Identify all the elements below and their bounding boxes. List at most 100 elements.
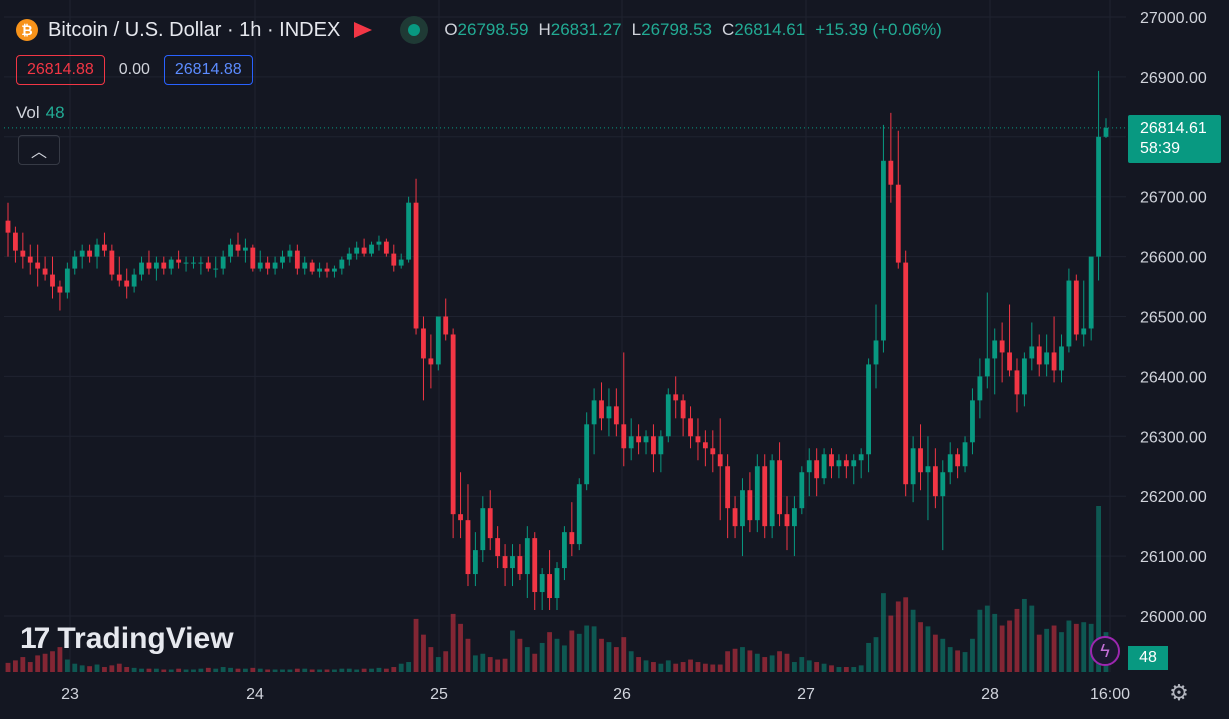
volume-bar <box>1066 620 1072 672</box>
volume-bar <box>168 669 174 672</box>
candle-body <box>242 247 248 251</box>
lightning-icon[interactable]: ϟ <box>1090 636 1120 666</box>
candle-body <box>710 448 716 455</box>
volume-bar <box>472 655 478 672</box>
candle-body <box>821 454 827 479</box>
volume-bar <box>332 669 337 672</box>
volume-bar <box>391 667 397 672</box>
candle-body <box>1021 358 1027 395</box>
candle-body <box>272 262 278 269</box>
candle-body <box>213 268 219 270</box>
volume-bar <box>361 668 367 672</box>
volume-bar <box>754 653 760 672</box>
chevron-up-icon: ︿ <box>30 144 47 161</box>
volume-bar <box>421 634 426 672</box>
volume-bar <box>866 642 872 672</box>
candle-body <box>1051 352 1057 371</box>
volume-bar <box>1014 608 1020 672</box>
candle-body <box>836 460 842 467</box>
candle-body <box>970 400 975 443</box>
candle-body <box>502 556 508 569</box>
volume-bar <box>532 653 538 672</box>
candle-body <box>1059 346 1064 371</box>
volume-bar <box>458 623 463 672</box>
candle-body <box>265 262 271 269</box>
candle-body <box>576 484 582 545</box>
market-status-icon[interactable] <box>400 16 429 44</box>
volume-bar <box>977 609 983 672</box>
bitcoin-icon: ₿ <box>16 19 38 41</box>
candle-body <box>702 442 708 449</box>
volume-bar <box>383 668 389 672</box>
candle-body <box>510 556 515 569</box>
volume-bar <box>35 655 41 672</box>
candle-body <box>599 400 604 419</box>
gear-icon[interactable]: ⚙ <box>1169 680 1189 705</box>
time-tick-label: 27 <box>797 686 815 703</box>
candle-body <box>1088 256 1094 329</box>
volume-bar <box>999 625 1005 672</box>
candle-body <box>332 268 337 272</box>
buy-button[interactable]: 26814.88 <box>163 55 253 85</box>
volume-bar <box>606 642 612 672</box>
volume-bar <box>50 651 55 672</box>
candle-body <box>369 244 374 254</box>
volume-bar <box>517 638 523 672</box>
candle-body <box>947 454 953 473</box>
candle-body <box>1007 352 1012 371</box>
volume-bar <box>13 660 18 672</box>
flag-icon[interactable] <box>354 22 373 38</box>
chart-grid <box>4 0 1126 672</box>
volume-legend[interactable]: Vol 48 <box>16 103 65 123</box>
volume-value: 48 <box>45 103 65 122</box>
candle-body <box>198 262 204 264</box>
volume-bar <box>1051 625 1057 672</box>
candle-body <box>977 376 983 401</box>
candle-body <box>72 256 78 269</box>
volume-bar <box>198 668 204 672</box>
candle-body <box>791 508 797 527</box>
candle-body <box>843 460 849 467</box>
volume-bar <box>717 664 723 672</box>
volume-bar <box>962 652 968 672</box>
volume-bar <box>613 647 619 672</box>
volume-bar <box>346 668 352 672</box>
symbol-title[interactable]: Bitcoin / U.S. Dollar · 1h · INDEX <box>48 18 341 41</box>
candle-body <box>769 460 775 527</box>
volume-bar <box>294 668 300 672</box>
volume-bar <box>547 632 552 672</box>
volume-bar <box>940 638 946 672</box>
candle-body <box>999 340 1005 353</box>
candle-body <box>992 340 998 359</box>
low-label: L <box>631 20 642 39</box>
candle-body <box>116 274 122 281</box>
time-tick-label: 26 <box>613 686 631 703</box>
volume-bar <box>636 657 642 672</box>
time-axis[interactable]: 23 24 25 26 27 28 16:00 <box>61 686 1130 703</box>
candle-body <box>94 244 100 257</box>
tradingview-logo[interactable]: 17 TradingView <box>20 622 234 656</box>
time-tick-label: 24 <box>246 686 264 703</box>
candle-body <box>777 460 782 515</box>
volume-bar <box>895 601 901 672</box>
candle-body <box>495 538 501 557</box>
open-label: O <box>444 20 458 39</box>
collapse-legend-button[interactable]: ︿ <box>18 135 60 165</box>
volume-bar <box>450 613 456 672</box>
candle-body <box>309 262 315 272</box>
volume-bar <box>1044 628 1050 672</box>
volume-bar <box>932 634 938 672</box>
sell-button[interactable]: 26814.88 <box>16 55 105 85</box>
volume-bar <box>688 659 693 672</box>
candle-body <box>673 394 679 401</box>
volume-bar <box>398 663 404 672</box>
volume-bar <box>480 653 486 672</box>
candle-body <box>888 160 894 185</box>
candle-body <box>932 466 938 497</box>
price-axis[interactable]: 26000.00 26100.00 26200.00 26300.00 26400.00… <box>1140 10 1207 626</box>
volume-bar <box>777 651 782 672</box>
candle-body <box>754 466 760 521</box>
candle-body <box>20 250 26 257</box>
price-tick-label: 26300.00 <box>1140 429 1207 446</box>
